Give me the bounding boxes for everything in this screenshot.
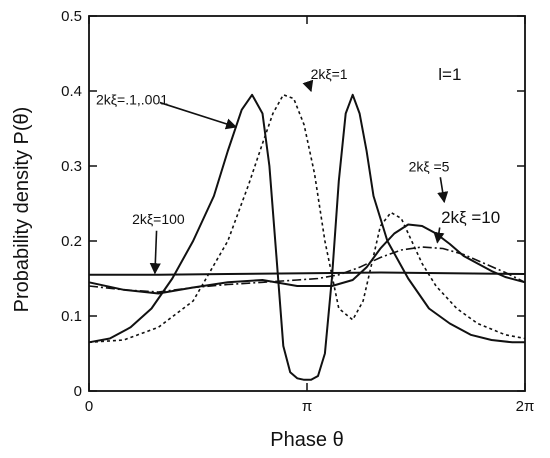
y-tick-label: 0 (74, 383, 82, 400)
annotation-label: 2kξ =10 (441, 208, 500, 227)
annotation-label: l=1 (438, 65, 461, 84)
y-tick-label: 0.2 (61, 233, 82, 250)
x-tick-label: 0 (85, 398, 93, 415)
series-line-4 (88, 246, 526, 293)
y-axis-title: Probability density P(θ) (11, 107, 33, 313)
y-tick-label: 0.3 (61, 158, 82, 175)
series-layer (88, 93, 526, 381)
annotation-label: 2kξ=.1,.001 (96, 92, 168, 108)
annotation-label: 2kξ=1 (311, 66, 348, 82)
x-tick-label: 2π (516, 398, 535, 415)
y-tick-label: 0.5 (61, 8, 82, 25)
x-axis-title: Phase θ (270, 429, 343, 451)
y-tick-label: 0.1 (61, 308, 82, 325)
y-tick-label: 0.4 (61, 83, 82, 100)
ticks-layer: 0 π 2π 0 0.1 0.2 0.3 0.4 0.5 (61, 8, 534, 415)
annotation-arrow (433, 227, 445, 244)
annotation-arrow (149, 230, 161, 275)
annotation-arrow (159, 101, 238, 130)
x-tick-label: π (302, 398, 312, 415)
series-line-3 (88, 223, 526, 295)
annotation-arrow (437, 177, 449, 204)
annotation-layer: 2kξ=.1,.001 2kξ=1 l=1 2kξ =5 2kξ =10 2kξ=100 (96, 65, 500, 275)
annotation-arrow (302, 79, 314, 93)
annotation-label: 2kξ =5 (409, 158, 450, 174)
series-line-5 (89, 271, 526, 276)
series-line-1 (88, 93, 525, 381)
series-line-2 (88, 94, 526, 344)
annotation-label: 2kξ=100 (132, 211, 185, 227)
